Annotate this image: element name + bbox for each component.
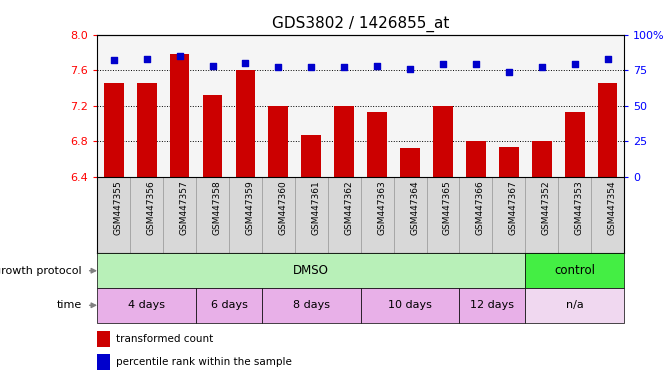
Bar xyxy=(334,106,354,177)
Bar xyxy=(137,83,156,177)
Point xyxy=(536,64,547,70)
Bar xyxy=(196,288,262,323)
Bar xyxy=(104,83,123,177)
Bar xyxy=(97,354,111,370)
Text: GSM447365: GSM447365 xyxy=(443,180,452,235)
Text: 6 days: 6 days xyxy=(211,300,248,310)
Bar xyxy=(367,112,387,177)
Bar xyxy=(301,135,321,177)
Text: percentile rank within the sample: percentile rank within the sample xyxy=(115,357,292,367)
Text: GSM447366: GSM447366 xyxy=(476,180,485,235)
Point xyxy=(273,64,284,70)
Point xyxy=(503,68,514,74)
Bar xyxy=(460,288,525,323)
Bar xyxy=(433,106,453,177)
Text: GSM447362: GSM447362 xyxy=(344,180,353,235)
Text: transformed count: transformed count xyxy=(115,334,213,344)
Point xyxy=(174,53,185,59)
Bar xyxy=(525,288,624,323)
Text: GSM447360: GSM447360 xyxy=(278,180,287,235)
Bar xyxy=(97,331,111,347)
Point xyxy=(207,63,218,69)
Point xyxy=(602,56,613,62)
Text: growth protocol: growth protocol xyxy=(0,266,81,276)
Text: GSM447367: GSM447367 xyxy=(509,180,518,235)
Point xyxy=(109,57,119,63)
Point xyxy=(306,64,317,70)
Text: 4 days: 4 days xyxy=(128,300,165,310)
Point xyxy=(240,60,251,66)
Text: GSM447364: GSM447364 xyxy=(410,180,419,235)
Point xyxy=(405,66,415,72)
Bar xyxy=(203,95,222,177)
Text: GSM447353: GSM447353 xyxy=(574,180,584,235)
Bar xyxy=(598,83,617,177)
Bar xyxy=(565,112,584,177)
Bar xyxy=(97,288,196,323)
Bar xyxy=(262,288,361,323)
Bar xyxy=(525,253,624,288)
Text: GSM447355: GSM447355 xyxy=(114,180,123,235)
Text: GSM447352: GSM447352 xyxy=(541,180,551,235)
Text: GSM447358: GSM447358 xyxy=(213,180,221,235)
Bar xyxy=(400,148,420,177)
Bar xyxy=(97,253,525,288)
Point xyxy=(569,61,580,68)
Text: 8 days: 8 days xyxy=(293,300,329,310)
Text: GSM447361: GSM447361 xyxy=(311,180,320,235)
Text: GSM447359: GSM447359 xyxy=(246,180,254,235)
Bar xyxy=(170,54,189,177)
Bar xyxy=(466,141,486,177)
Bar xyxy=(499,147,519,177)
Point xyxy=(470,61,481,68)
Text: GSM447354: GSM447354 xyxy=(607,180,617,235)
Bar xyxy=(236,70,255,177)
Text: 12 days: 12 days xyxy=(470,300,515,310)
Text: control: control xyxy=(554,264,595,277)
Bar xyxy=(268,106,289,177)
Point xyxy=(339,64,350,70)
Point xyxy=(142,56,152,62)
Title: GDS3802 / 1426855_at: GDS3802 / 1426855_at xyxy=(272,16,450,32)
Text: time: time xyxy=(56,300,81,310)
Point xyxy=(372,63,382,69)
Text: DMSO: DMSO xyxy=(293,264,329,277)
Point xyxy=(437,61,448,68)
Text: 10 days: 10 days xyxy=(388,300,432,310)
Text: GSM447357: GSM447357 xyxy=(180,180,189,235)
Bar xyxy=(532,141,552,177)
Text: GSM447356: GSM447356 xyxy=(147,180,156,235)
Bar xyxy=(361,288,460,323)
Text: GSM447363: GSM447363 xyxy=(377,180,386,235)
Text: n/a: n/a xyxy=(566,300,584,310)
